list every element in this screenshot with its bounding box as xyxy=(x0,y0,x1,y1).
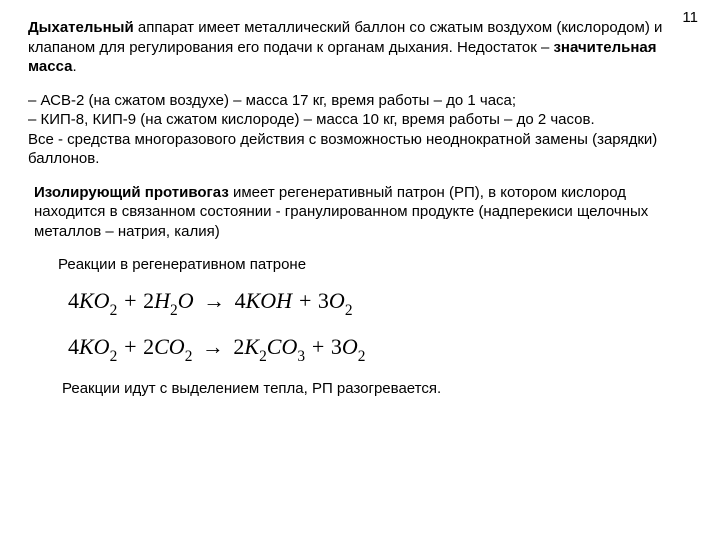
eq-sub: 2 xyxy=(345,302,353,319)
eq-sym: K xyxy=(244,334,259,359)
eq-coef: 4 xyxy=(68,288,79,313)
eq-sym: KO xyxy=(79,288,110,313)
paragraph-isolating-mask: Изолирующий противогаз имеет регенератив… xyxy=(34,183,692,242)
list-item: – АСВ-2 (на сжатом воздухе) – масса 17 к… xyxy=(28,91,692,111)
reactions-heading: Реакции в регенеративном патроне xyxy=(58,255,692,275)
eq-plus: + xyxy=(311,334,331,359)
eq-sym: CO xyxy=(267,334,298,359)
eq-coef: 3 xyxy=(331,334,342,359)
eq-sym: O xyxy=(329,288,345,313)
eq-sub: 2 xyxy=(358,348,366,365)
eq-sym: KOH xyxy=(246,288,292,313)
eq-coef: 2 xyxy=(233,334,244,359)
eq-sym: KO xyxy=(79,334,110,359)
eq-sub: 2 xyxy=(110,302,118,319)
equation-2: 4KO2 + 2CO2 → 2K2CO3 + 3O2 xyxy=(68,333,692,365)
eq-sym: CO xyxy=(154,334,185,359)
paragraph-breathing-apparatus: Дыхательный аппарат имеет металлический … xyxy=(28,18,692,77)
page-number: 11 xyxy=(682,8,698,28)
eq-sym: O xyxy=(342,334,358,359)
slide-page: 11 Дыхательный аппарат имеет металлическ… xyxy=(0,0,720,540)
eq-sub: 2 xyxy=(110,348,118,365)
equation-1: 4KO2 + 2H2O → 4KOH + 3O2 xyxy=(68,287,692,319)
apparatus-list: – АСВ-2 (на сжатом воздухе) – масса 17 к… xyxy=(28,91,692,169)
eq-sub: 2 xyxy=(259,348,267,365)
eq-plus: + xyxy=(123,334,143,359)
eq-sub: 2 xyxy=(170,302,178,319)
eq-coef: 4 xyxy=(235,288,246,313)
text-p1-b: . xyxy=(72,58,76,75)
eq-coef: 2 xyxy=(143,334,154,359)
eq-sym: O xyxy=(178,288,194,313)
eq-arrow: → xyxy=(199,288,229,313)
term-isolating-mask: Изолирующий противогаз xyxy=(34,184,229,201)
eq-sub: 3 xyxy=(297,348,305,365)
end-note: Реакции идут с выделением тепла, РП разо… xyxy=(62,379,692,399)
eq-arrow: → xyxy=(198,334,228,359)
eq-plus: + xyxy=(123,288,143,313)
term-breathing: Дыхательный xyxy=(28,19,134,36)
eq-coef: 2 xyxy=(143,288,154,313)
eq-plus: + xyxy=(298,288,318,313)
eq-coef: 4 xyxy=(68,334,79,359)
eq-sym: H xyxy=(154,288,170,313)
list-item: – КИП-8, КИП-9 (на сжатом кислороде) – м… xyxy=(28,110,692,130)
eq-sub: 2 xyxy=(185,348,193,365)
eq-coef: 3 xyxy=(318,288,329,313)
list-item: Все - средства многоразового действия с … xyxy=(28,130,692,169)
